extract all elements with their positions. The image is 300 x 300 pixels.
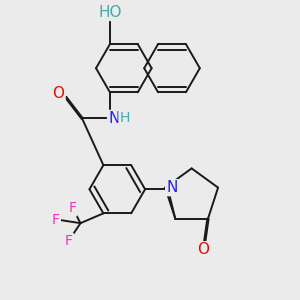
- Text: F: F: [68, 201, 76, 215]
- Text: N: N: [108, 111, 119, 126]
- Text: HO: HO: [98, 5, 122, 20]
- Text: F: F: [52, 213, 60, 227]
- Text: F: F: [65, 234, 73, 248]
- Text: O: O: [52, 86, 64, 101]
- Text: H: H: [119, 112, 130, 125]
- Text: N: N: [166, 180, 178, 195]
- Text: O: O: [197, 242, 209, 257]
